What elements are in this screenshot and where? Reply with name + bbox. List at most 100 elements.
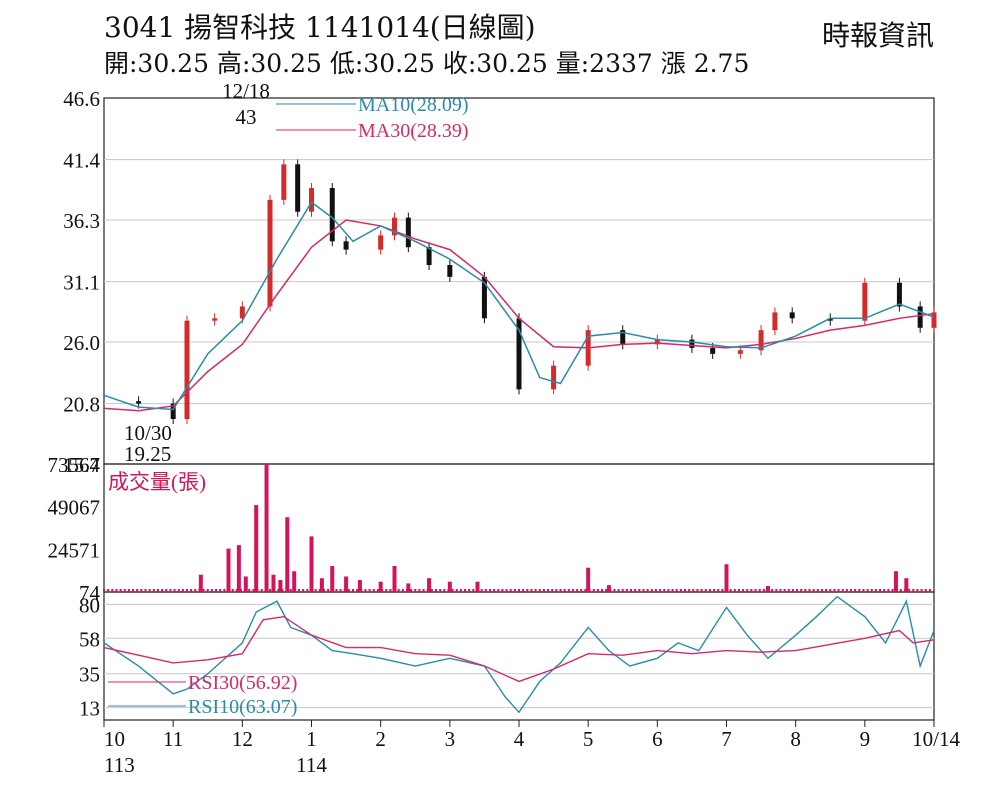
x-tick-label: 9 xyxy=(860,727,871,751)
volume-bar xyxy=(339,589,342,592)
volume-bar xyxy=(671,589,674,592)
volume-bar xyxy=(787,589,790,592)
volume-bar xyxy=(140,589,143,592)
candle xyxy=(689,339,695,348)
volume-bar xyxy=(659,589,662,592)
volume-bar xyxy=(692,589,695,592)
candle xyxy=(827,318,833,321)
volume-bar xyxy=(335,589,338,592)
x-tick-label: 5 xyxy=(583,727,594,751)
candle xyxy=(551,365,557,390)
volume-bar xyxy=(606,585,611,592)
volume-bar xyxy=(322,589,325,592)
candle xyxy=(481,276,487,319)
candle xyxy=(267,199,273,307)
x-tick-label: 3 xyxy=(445,727,456,751)
volume-bar xyxy=(148,589,151,592)
legend-rsi10: RSI10(63.07) xyxy=(188,696,297,718)
legend-ma10: MA10(28.09) xyxy=(358,94,469,116)
volume-bar xyxy=(742,589,745,592)
volume-bar xyxy=(488,589,491,592)
volume-bar xyxy=(638,589,641,592)
volume-bar xyxy=(427,578,432,592)
volume-bar xyxy=(679,589,682,592)
volume-bar xyxy=(226,548,231,592)
volume-bar xyxy=(713,589,716,592)
volume-bar xyxy=(493,589,496,592)
volume-bar xyxy=(530,589,533,592)
volume-bar xyxy=(410,589,413,592)
volume-bar xyxy=(779,589,782,592)
volume-bar xyxy=(252,589,255,592)
volume-bar xyxy=(534,589,537,592)
volume-bar xyxy=(899,589,902,592)
volume-bar xyxy=(505,589,508,592)
candle xyxy=(309,188,314,212)
x-tick-label: 6 xyxy=(652,727,663,751)
volume-bar xyxy=(688,589,691,592)
volume-bar xyxy=(858,589,861,592)
volume-bar xyxy=(605,589,608,592)
volume-bar xyxy=(617,589,620,592)
volume-bar xyxy=(347,589,350,592)
volume-bar xyxy=(173,589,176,592)
volume-bar xyxy=(613,589,616,592)
volume-bar xyxy=(808,589,811,592)
price-tick-label: 26.0 xyxy=(63,331,100,355)
volume-bar xyxy=(887,589,890,592)
volume-bar xyxy=(791,589,794,592)
volume-bar xyxy=(239,589,242,592)
volume-bar xyxy=(127,589,130,592)
candle xyxy=(758,330,764,351)
volume-bar xyxy=(378,581,383,592)
candle xyxy=(789,312,795,319)
volume-bar xyxy=(750,589,753,592)
volume-bar xyxy=(704,589,707,592)
volume-bar xyxy=(210,589,213,592)
volume-bar xyxy=(646,589,649,592)
volume-bar xyxy=(542,589,545,592)
x-year-label: 113 xyxy=(104,753,135,777)
volume-bar xyxy=(758,589,761,592)
volume-bar xyxy=(800,589,803,592)
price-tick-label: 46.6 xyxy=(63,87,100,111)
volume-bar xyxy=(165,589,168,592)
volume-bar xyxy=(206,589,209,592)
candle xyxy=(654,339,660,345)
volume-bar xyxy=(766,586,770,592)
volume-bar xyxy=(480,589,483,592)
volume-bar xyxy=(352,589,354,592)
volume-bar xyxy=(169,589,172,592)
volume-bar xyxy=(223,589,226,592)
volume-bar xyxy=(231,589,234,592)
volume-bar xyxy=(115,589,118,592)
volume-bar xyxy=(820,589,823,592)
volume-bar xyxy=(862,589,865,592)
candle xyxy=(239,306,245,319)
volume-bar xyxy=(376,589,379,592)
volume-bar xyxy=(825,589,828,592)
volume-bar xyxy=(559,589,562,592)
x-tick-label: 12 xyxy=(232,727,253,751)
candle xyxy=(516,318,522,390)
data-source: 時報資訊 xyxy=(821,19,934,52)
volume-bar xyxy=(733,589,736,592)
volume-bar xyxy=(721,589,724,592)
volume-bar xyxy=(418,589,421,592)
volume-bar xyxy=(829,589,832,592)
volume-bar xyxy=(401,589,404,592)
volume-bar xyxy=(717,589,720,592)
volume-bar xyxy=(260,589,263,592)
volume-bar xyxy=(459,589,462,592)
volume-bar xyxy=(771,589,774,592)
volume-bar xyxy=(642,589,645,592)
volume-bar xyxy=(435,589,437,592)
volume-bar xyxy=(177,589,180,592)
volume-bar xyxy=(571,589,574,592)
volume-bar xyxy=(186,589,188,592)
volume-bar xyxy=(451,589,454,592)
volume-bar xyxy=(522,589,525,592)
volume-bar xyxy=(397,589,400,592)
volume-bar xyxy=(592,589,595,592)
rsi-tick-label: 80 xyxy=(79,593,100,617)
